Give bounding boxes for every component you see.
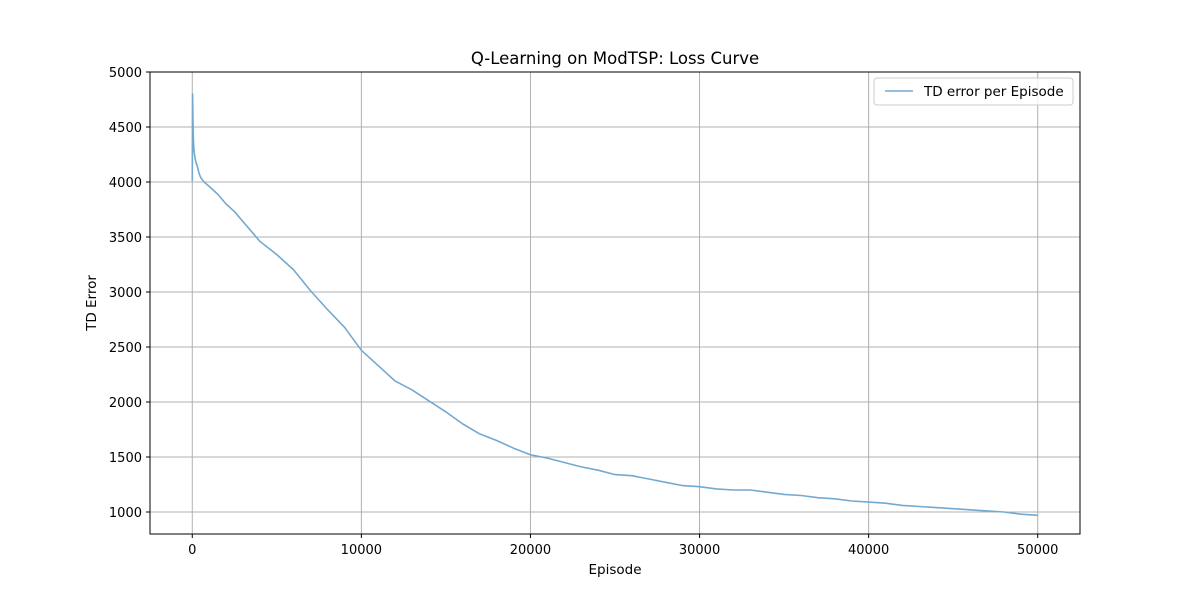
x-axis-label: Episode: [588, 562, 641, 578]
y-tick-label: 3500: [109, 231, 142, 246]
x-tick-label: 30000: [679, 543, 720, 558]
series-line-td-error: [191, 93, 1038, 517]
y-tick-label: 3000: [109, 286, 142, 301]
legend-label: TD error per Episode: [923, 84, 1064, 100]
y-tick-label: 1500: [109, 451, 142, 466]
y-axis-ticks: 1000 1500 2000 2500 3000 3500 4000 4500 5000: [109, 66, 150, 521]
y-tick-label: 1000: [109, 506, 142, 521]
legend: TD error per Episode: [873, 77, 1074, 106]
plot-area-frame: [149, 71, 1081, 535]
x-tick-label: 10000: [341, 543, 382, 558]
y-tick-label: 5000: [109, 66, 142, 81]
legend-box: [873, 77, 1074, 106]
y-tick-label: 2500: [109, 341, 142, 356]
y-tick-label: 4500: [109, 121, 142, 136]
y-tick-label: 4000: [109, 176, 142, 191]
x-tick-label: 20000: [510, 543, 551, 558]
series-layer: [191, 93, 1038, 517]
chart-title: Q-Learning on ModTSP: Loss Curve: [471, 49, 759, 68]
x-axis-ticks: 0 10000 20000 30000 40000 50000: [188, 534, 1058, 558]
x-tick-label: 0: [188, 543, 196, 558]
x-tick-label: 50000: [1017, 543, 1058, 558]
x-tick-label: 40000: [848, 543, 889, 558]
y-tick-label: 2000: [109, 396, 142, 411]
y-axis-label: TD Error: [84, 275, 100, 332]
